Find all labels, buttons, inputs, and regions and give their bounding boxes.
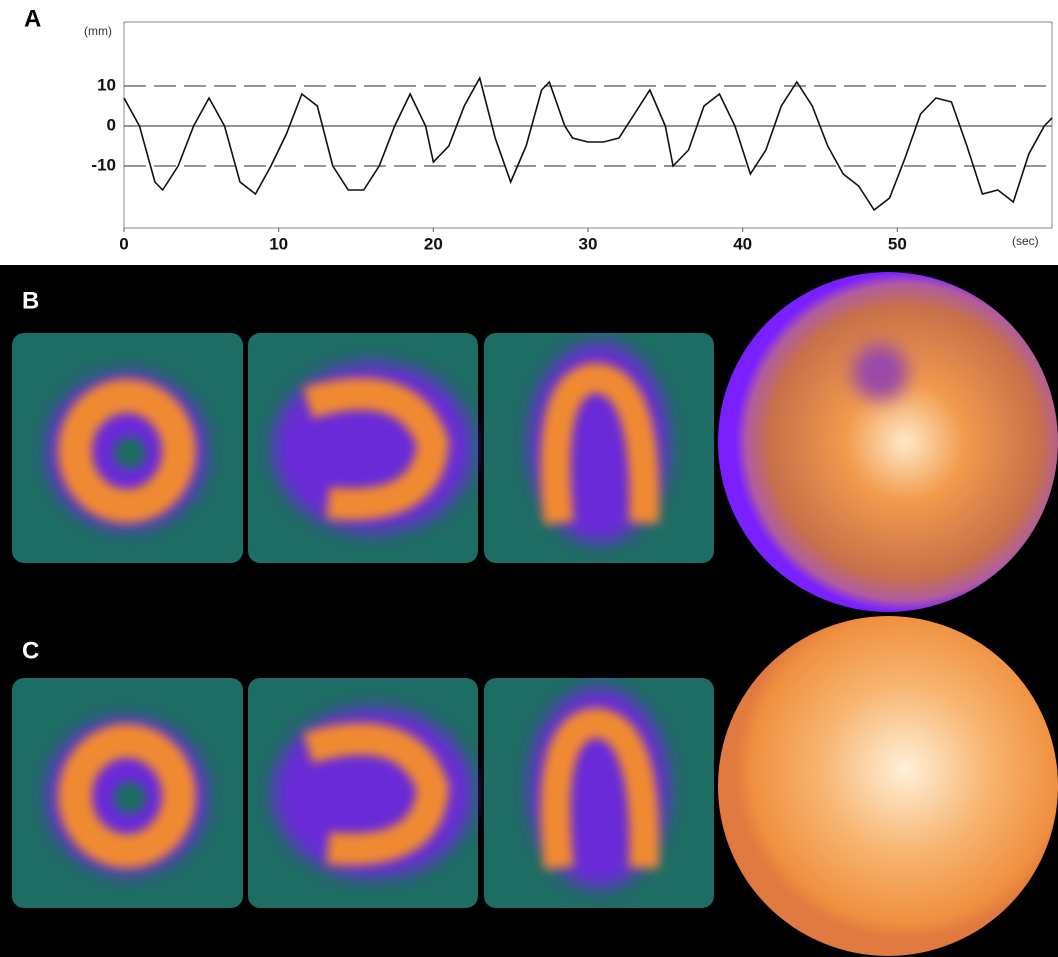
figure: A B C (mm) (sec) -10 0 10 0 10 20 30 40 50	[0, 0, 1058, 957]
polar-map	[718, 272, 1058, 612]
y-tick-label: -10	[91, 155, 116, 174]
panel-label: B	[22, 287, 39, 314]
x-tick-label: 30	[579, 234, 598, 253]
x-tick-label: 0	[119, 234, 128, 253]
x-tick-label: 20	[424, 234, 443, 253]
x-tick-label: 50	[888, 234, 907, 253]
x-axis-label: (sec)	[1012, 234, 1039, 248]
y-tick-label: 0	[107, 115, 116, 134]
x-tick-label: 40	[733, 234, 752, 253]
image-row-c	[12, 616, 1058, 956]
x-tick-label: 10	[269, 234, 288, 253]
y-axis-label: (mm)	[84, 24, 112, 38]
image-row-b	[12, 272, 1058, 612]
panel-label: C	[22, 637, 39, 664]
polar-map	[718, 616, 1058, 956]
y-tick-label: 10	[97, 75, 116, 94]
panel-label: A	[24, 5, 41, 32]
